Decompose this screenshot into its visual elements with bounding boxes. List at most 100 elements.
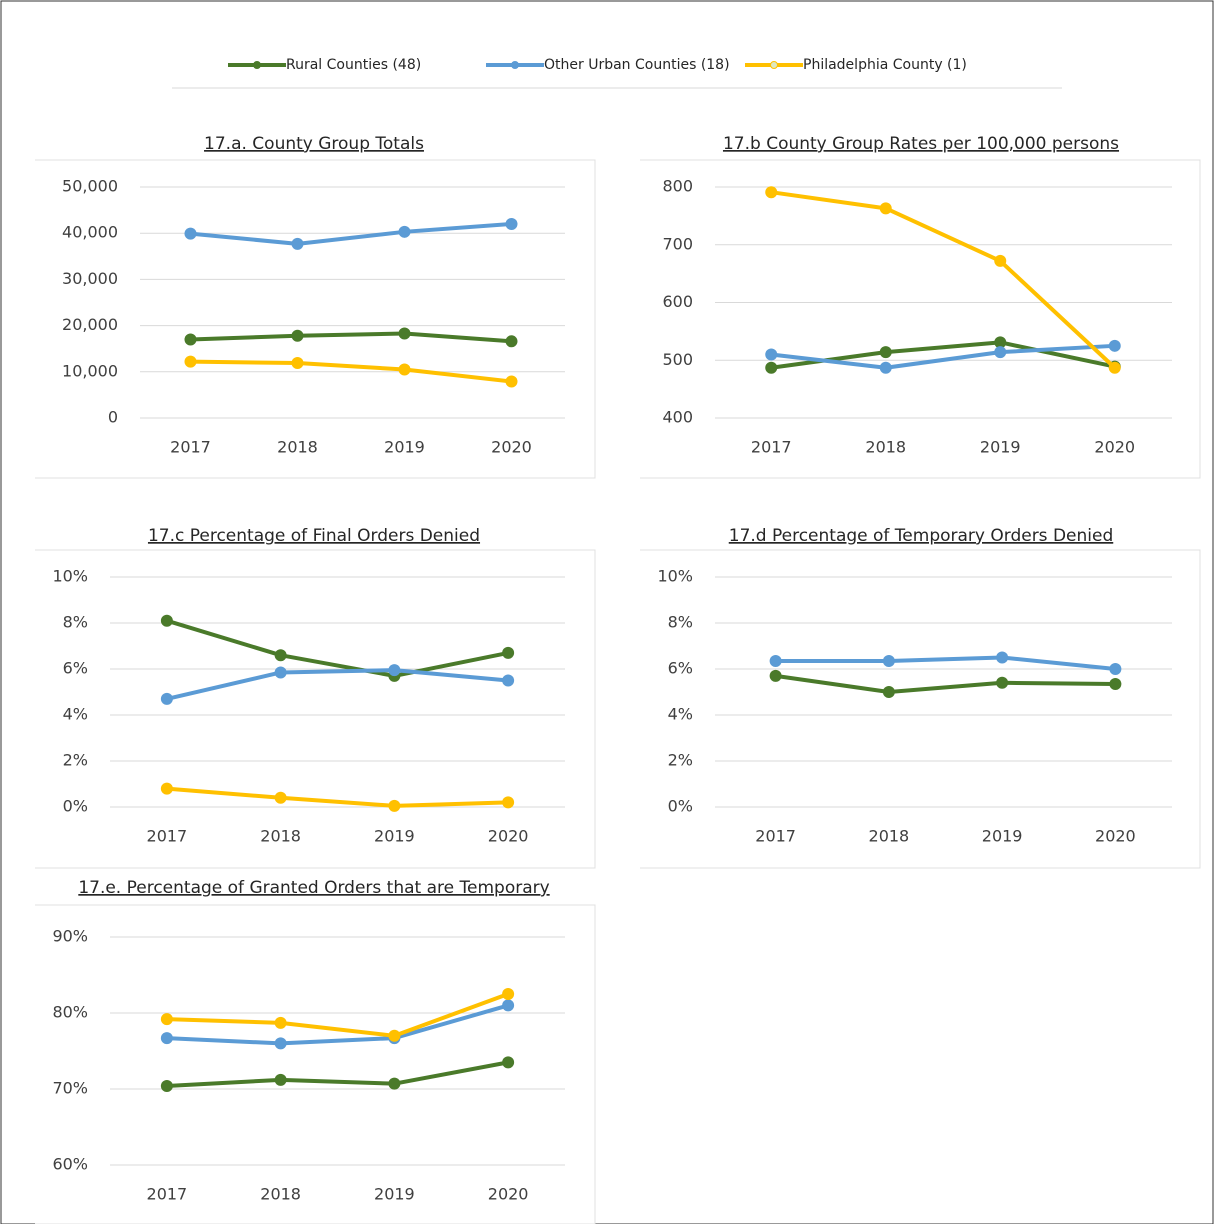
y-tick-label: 6%: [668, 659, 693, 678]
series-line: [166, 1060, 509, 1088]
data-point: [160, 1013, 173, 1026]
data-point: [398, 363, 411, 376]
data-point: [1108, 339, 1121, 352]
chart-title: 17.c Percentage of Final Orders Denied: [148, 526, 480, 546]
chart-title: 17.d Percentage of Temporary Orders Deni…: [729, 526, 1114, 546]
data-point: [502, 999, 515, 1012]
data-point: [388, 799, 401, 812]
x-tick-label: 2017: [755, 827, 796, 846]
data-point: [769, 654, 782, 667]
data-point: [160, 782, 173, 795]
y-tick-label: 6%: [63, 659, 88, 678]
y-tick-label: 10%: [657, 567, 693, 586]
data-point: [291, 357, 304, 370]
x-tick-label: 2017: [751, 438, 792, 457]
data-point: [274, 666, 287, 679]
panel-border: [35, 159, 596, 479]
series-line: [771, 343, 1115, 370]
y-tick-label: 10,000: [62, 361, 118, 380]
panel-border: [640, 549, 1201, 869]
x-tick-label: 2019: [374, 827, 415, 846]
y-tick-label: 2%: [63, 751, 88, 770]
x-tick-label: 2018: [865, 438, 906, 457]
y-tick-label: 20,000: [62, 315, 118, 334]
y-tick-label: 10%: [52, 567, 88, 586]
x-tick-label: 2019: [384, 438, 425, 457]
data-point: [160, 692, 173, 705]
x-tick-label: 2020: [488, 827, 529, 846]
data-point: [274, 1037, 287, 1050]
x-tick-label: 2018: [869, 827, 910, 846]
series-line: [166, 786, 509, 808]
series-line: [190, 331, 512, 344]
data-point: [184, 227, 197, 240]
series-line: [770, 190, 1117, 370]
x-tick-label: 2020: [1095, 827, 1136, 846]
data-point: [879, 202, 892, 215]
data-point: [505, 335, 518, 348]
data-point: [398, 327, 411, 340]
data-point: [765, 361, 778, 374]
x-tick-label: 2020: [1094, 438, 1135, 457]
y-tick-label: 400: [662, 408, 693, 427]
legend-label: Rural Counties (48): [286, 57, 421, 73]
x-tick-label: 2019: [982, 827, 1023, 846]
data-point: [160, 1032, 173, 1045]
y-tick-label: 4%: [63, 705, 88, 724]
data-point: [879, 361, 892, 374]
x-tick-label: 2019: [374, 1185, 415, 1204]
data-point: [1108, 361, 1121, 374]
data-point: [996, 676, 1009, 689]
legend: Rural Counties (48) Other Urban Counties …: [228, 57, 967, 73]
data-point: [184, 355, 197, 368]
data-point: [994, 336, 1007, 349]
data-point: [1109, 677, 1122, 690]
data-point: [502, 674, 515, 687]
y-tick-label: 4%: [668, 705, 693, 724]
data-point: [994, 254, 1007, 267]
data-point: [502, 1056, 515, 1069]
x-tick-label: 2018: [277, 438, 318, 457]
y-tick-label: 700: [662, 234, 693, 253]
data-point: [879, 346, 892, 359]
panel-border: [640, 159, 1201, 479]
data-point: [996, 651, 1009, 664]
data-point: [160, 614, 173, 627]
y-tick-label: 0%: [63, 797, 88, 816]
y-tick-label: 2%: [668, 751, 693, 770]
data-point: [388, 664, 401, 677]
legend-marker: [253, 61, 261, 69]
data-point: [502, 796, 515, 809]
x-tick-label: 2017: [147, 1185, 188, 1204]
data-point: [274, 1073, 287, 1086]
data-point: [502, 988, 515, 1000]
data-point: [291, 329, 304, 342]
x-tick-label: 2018: [260, 1185, 301, 1204]
data-point: [882, 686, 895, 698]
data-point: [882, 654, 895, 667]
legend-label: Philadelphia County (1): [803, 57, 967, 73]
data-point: [291, 237, 304, 250]
x-tick-label: 2017: [170, 438, 211, 457]
data-point: [184, 333, 197, 346]
data-point: [505, 375, 518, 388]
legend-marker: [511, 61, 519, 69]
series-line: [166, 618, 509, 678]
series-line: [166, 1003, 509, 1046]
y-tick-label: 500: [662, 350, 693, 369]
chart-title: 17.e. Percentage of Granted Orders that …: [78, 878, 549, 898]
chart-title: 17.b County Group Rates per 100,000 pers…: [723, 134, 1119, 154]
data-point: [388, 1029, 401, 1042]
y-tick-label: 50,000: [62, 177, 118, 196]
data-point: [994, 346, 1007, 359]
x-tick-label: 2018: [260, 827, 301, 846]
legend-marker: [770, 61, 778, 69]
y-tick-label: 70%: [52, 1079, 88, 1098]
legend-label: Other Urban Counties (18): [544, 57, 730, 73]
data-point: [398, 225, 411, 238]
y-tick-label: 40,000: [62, 223, 118, 242]
series-line: [190, 359, 512, 384]
y-tick-label: 600: [662, 292, 693, 311]
x-tick-label: 2020: [488, 1185, 529, 1204]
